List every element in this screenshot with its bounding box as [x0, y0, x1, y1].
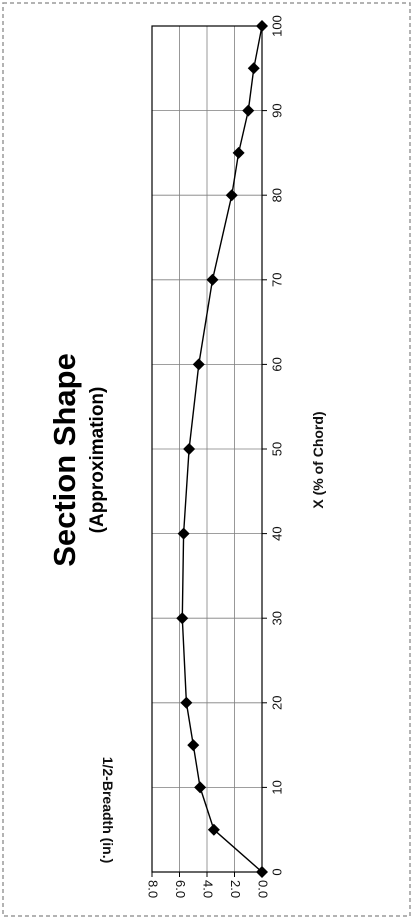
- chart-subtitle: (Approximation): [87, 387, 108, 534]
- data-point-marker: [187, 739, 200, 752]
- chart-title: Section Shape: [47, 353, 82, 567]
- x-tick-label: 60: [269, 357, 284, 371]
- x-axis-title: X (% of Chord): [310, 411, 326, 508]
- x-tick-label: 0: [269, 868, 284, 875]
- data-point-marker: [176, 612, 189, 625]
- data-point-marker: [177, 527, 190, 540]
- x-tick-label: 20: [269, 696, 284, 710]
- x-tick-label: 80: [269, 188, 284, 202]
- data-point-marker: [225, 189, 238, 202]
- data-point-marker: [180, 696, 193, 709]
- x-tick-label: 10: [269, 780, 284, 794]
- marker-layer: [176, 20, 268, 878]
- x-axis-title-group: X (% of Chord): [310, 411, 326, 508]
- x-tick-label: 50: [269, 442, 284, 456]
- data-point-marker: [206, 273, 219, 286]
- x-tick-label: 30: [269, 611, 284, 625]
- y-axis-title: 1/2-Breadth (in.): [100, 757, 116, 864]
- data-point-marker: [256, 866, 268, 878]
- y-tick-label: 8.0: [146, 880, 161, 898]
- data-point-marker: [256, 20, 268, 32]
- data-point-marker: [242, 104, 255, 117]
- chart-subtitle-group: (Approximation): [87, 387, 108, 534]
- y-tick-label: 0.0: [256, 880, 271, 898]
- x-tick-label: 70: [269, 273, 284, 287]
- data-point-marker: [183, 443, 196, 455]
- y-axis-title-group: 1/2-Breadth (in.): [100, 757, 116, 864]
- y-tick-label: 4.0: [201, 880, 216, 898]
- data-point-marker: [192, 358, 205, 371]
- y-tick-label: 6.0: [173, 880, 188, 898]
- x-tick-label: 40: [269, 526, 284, 540]
- data-point-marker: [194, 781, 207, 794]
- y-tick-label: 2.0: [228, 880, 243, 898]
- x-tick-label: 100: [269, 15, 284, 37]
- chart-title-group: Section Shape: [47, 353, 82, 567]
- data-point-marker: [232, 146, 245, 159]
- data-point-marker: [207, 823, 220, 836]
- data-point-marker: [247, 62, 260, 75]
- x-tick-label: 90: [269, 103, 284, 117]
- tick-label-layer: 0 10 20 30 40 50 60 70 80 90 100 0.0 2.0 4.0 6.0 8.0: [146, 15, 285, 898]
